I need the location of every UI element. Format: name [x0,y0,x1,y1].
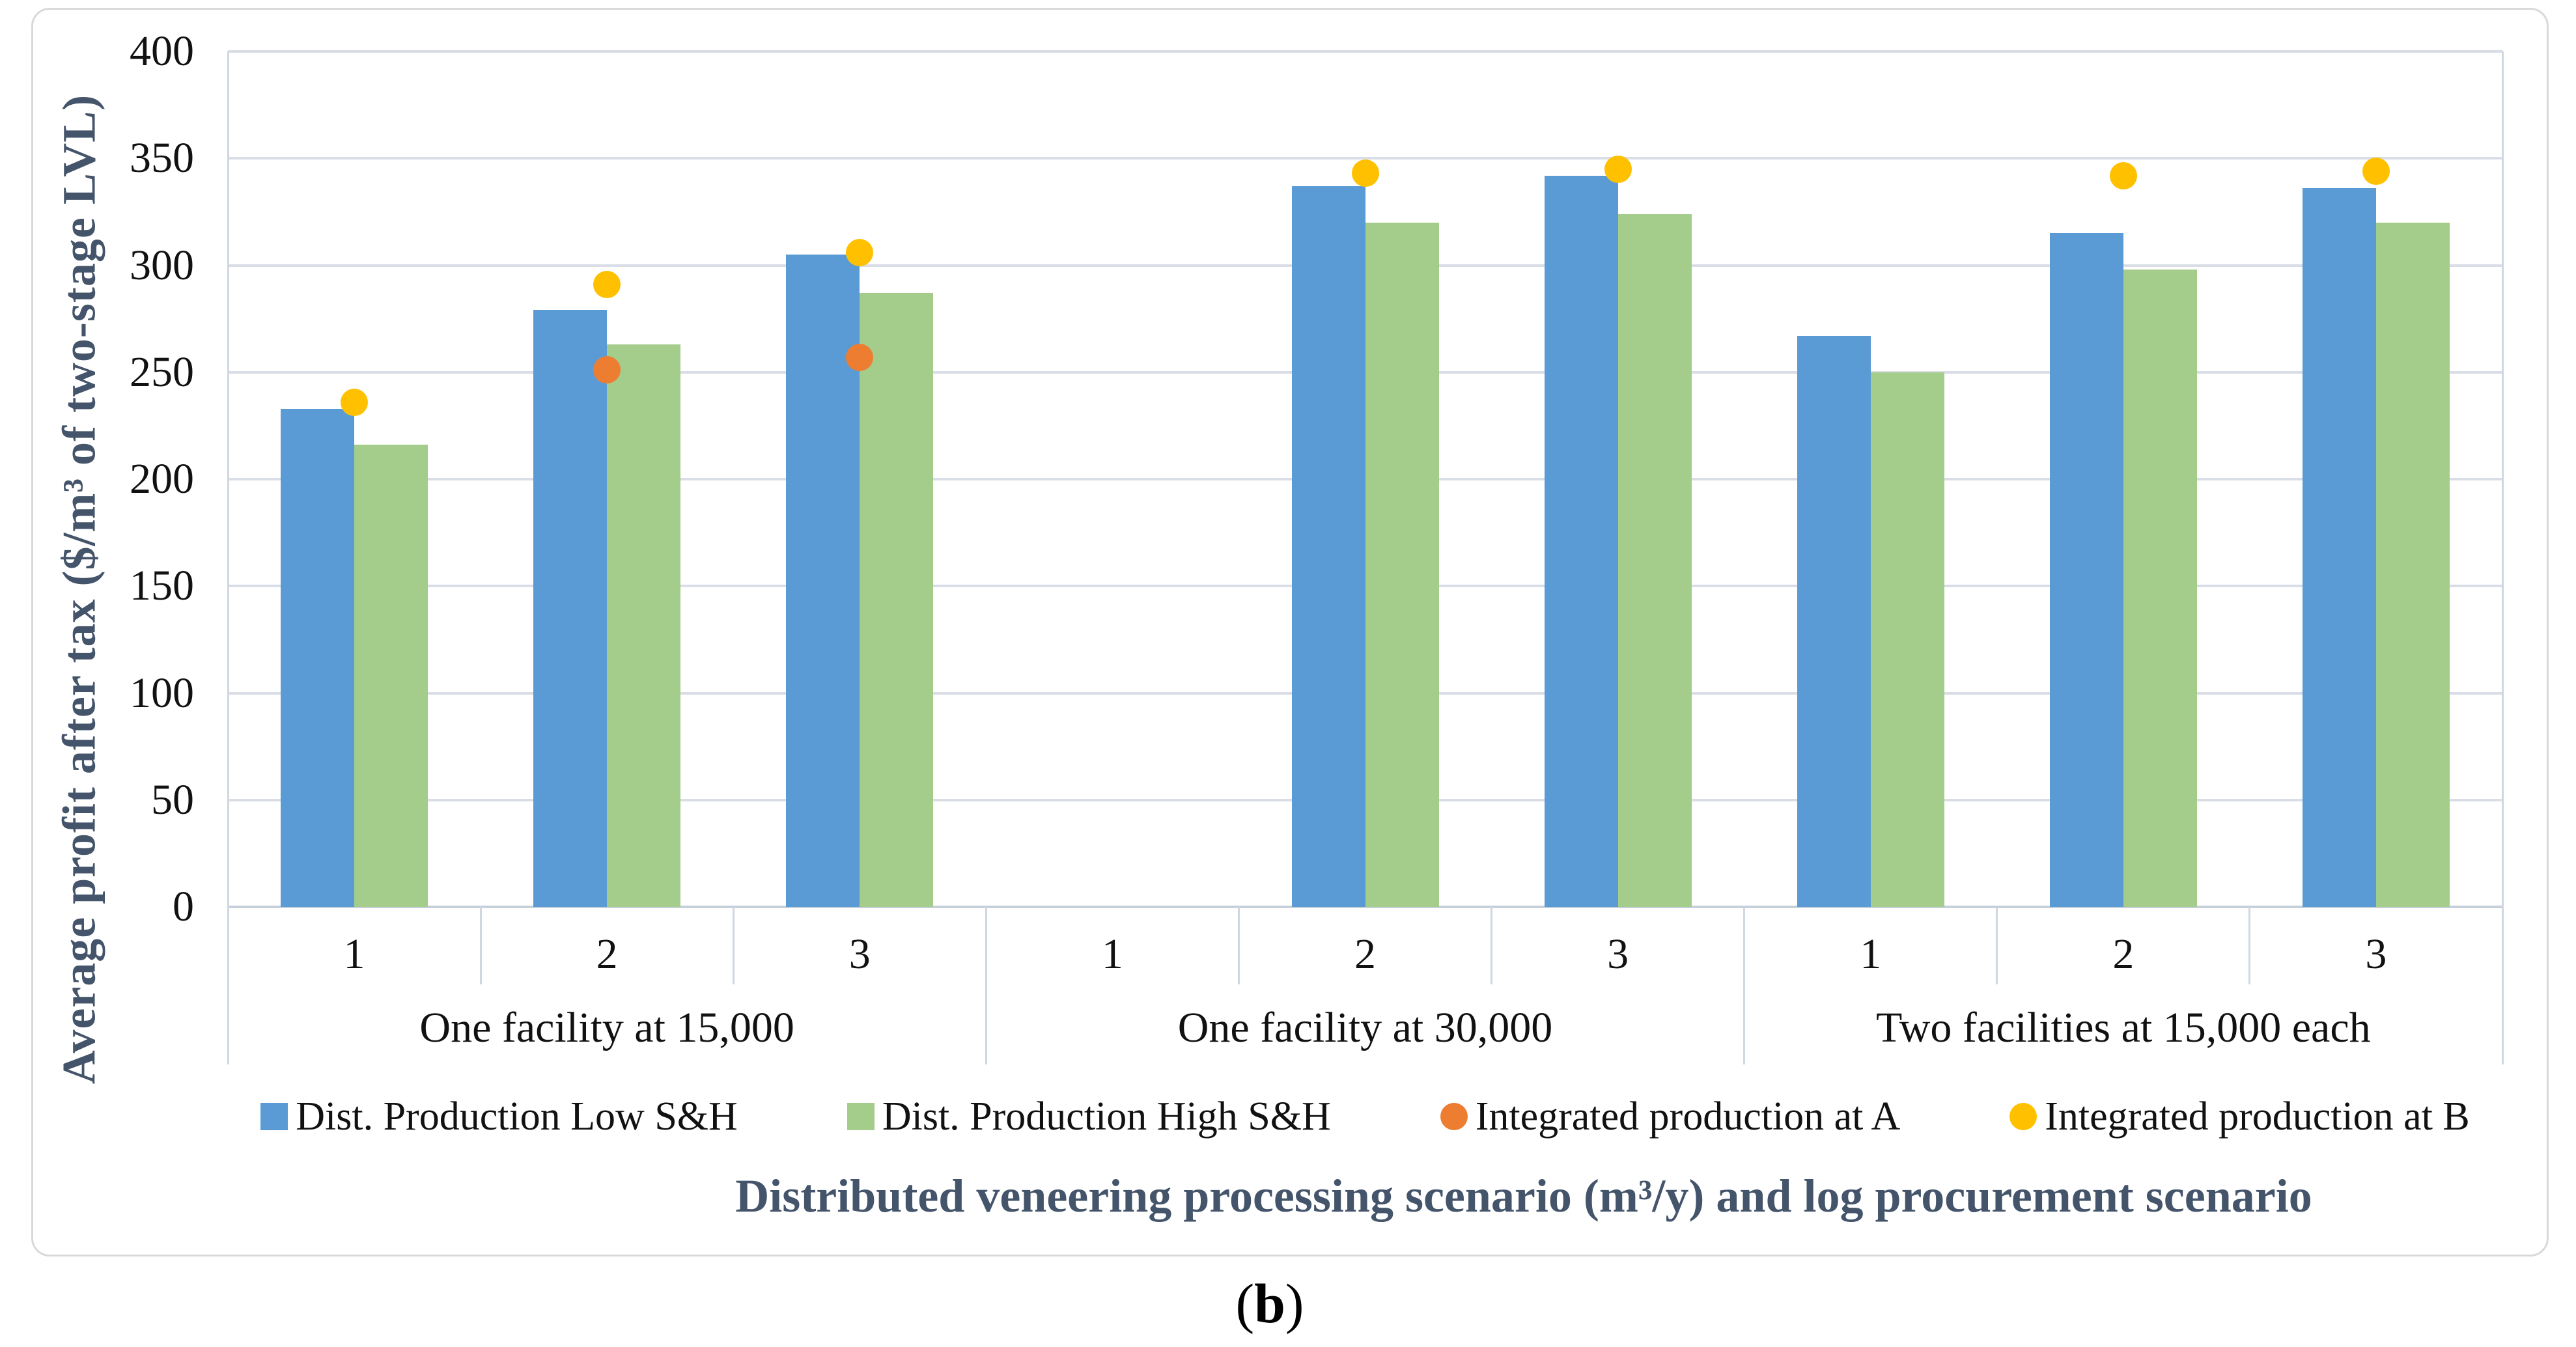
x-axis-group-label: One facility at 15,000 [419,1004,794,1051]
point-integrated-production-b [341,388,369,416]
y-axis-tick-label: 200 [130,455,194,503]
bar-dist-production-low-sh [1797,335,1871,907]
y-axis-tick-label: 150 [130,562,194,610]
legend-item: Dist. Production Low S&H [260,1094,738,1140]
x-axis-title: Distributed veneering processing scenari… [735,1170,2312,1222]
caption-letter: b [1254,1272,1285,1335]
legend-label: Integrated production at A [1475,1094,1901,1139]
gridline [228,157,2502,160]
x-axis-scenario-label: 2 [2112,930,2135,978]
bar-dist-production-low-sh [533,310,608,907]
bar-dist-production-low-sh [281,408,355,907]
bar-dist-production-high-sh [1365,222,1439,907]
legend: Dist. Production Low S&H Dist. Production… [228,1087,2502,1146]
y-axis-tick-label: 300 [130,241,194,289]
gridline [228,50,2502,53]
figure-caption: (b) [1235,1271,1304,1336]
legend-item: Integrated production at B [2009,1094,2470,1140]
x-axis-group-label: Two facilities at 15,000 each [1876,1004,2371,1051]
bar-dist-production-low-sh [2049,233,2123,907]
caption-paren-close: ) [1285,1272,1304,1335]
bar-dist-production-high-sh [2375,222,2450,907]
legend-item: Integrated production at A [1440,1094,1901,1140]
x-axis-scenario-label: 2 [596,930,618,978]
category-group-separator [2501,51,2504,1064]
x-axis-scenario-label: 1 [343,930,365,978]
legend-label: Integrated production at B [2045,1094,2470,1139]
point-integrated-production-b [2109,161,2137,189]
legend-square-swatch-icon [847,1103,875,1130]
x-axis-line [228,906,2502,908]
point-integrated-production-b [1604,155,1632,183]
y-axis-tick-label: 350 [130,134,194,182]
category-group-separator [1743,907,1746,1064]
category-separator [479,907,482,984]
category-separator [1996,907,1998,984]
bar-dist-production-high-sh [354,445,428,907]
bar-dist-production-high-sh [1870,372,1944,907]
bar-dist-production-high-sh [860,293,934,907]
bar-dist-production-high-sh [607,344,681,907]
y-axis-tick-label: 100 [130,669,194,717]
category-separator [732,907,735,984]
bar-dist-production-high-sh [2123,270,2197,907]
x-axis-scenario-label: 1 [1860,930,1882,978]
point-integrated-production-b [2362,157,2390,185]
point-integrated-production-a [593,356,621,384]
y-axis-tick-label: 0 [173,883,194,930]
caption-paren-open: ( [1235,1272,1255,1335]
category-group-separator [227,51,229,1064]
x-axis-scenario-label: 3 [1607,930,1629,978]
x-axis-scenario-label: 1 [1101,930,1123,978]
y-axis-tick-label: 250 [130,348,194,396]
legend-square-swatch-icon [260,1103,288,1130]
category-group-separator [985,907,987,1064]
y-axis-title: Average profit after tax ($/m³ of two-st… [53,94,105,1085]
legend-circle-swatch-icon [2009,1103,2037,1130]
y-axis-tick-label: 50 [151,775,194,824]
y-axis-tick-label: 400 [130,27,194,75]
legend-label: Dist. Production Low S&H [296,1094,738,1139]
bar-dist-production-low-sh [1291,186,1365,907]
point-integrated-production-b [1351,160,1379,187]
legend-circle-swatch-icon [1440,1103,1468,1130]
x-axis-scenario-label: 2 [1354,930,1376,978]
x-axis-scenario-label: 3 [848,930,871,978]
x-axis-scenario-label: 3 [2365,930,2387,978]
point-integrated-production-b [593,271,621,299]
point-integrated-production-b [846,238,874,266]
bar-dist-production-low-sh [2302,188,2376,907]
bar-dist-production-low-sh [1544,175,1618,907]
category-separator [1491,907,1493,984]
category-separator [1237,907,1240,984]
category-separator [2248,907,2251,984]
legend-label: Dist. Production High S&H [882,1094,1331,1139]
x-axis-group-label: One facility at 30,000 [1177,1004,1553,1051]
point-integrated-production-a [846,343,874,371]
legend-item: Dist. Production High S&H [847,1094,1331,1140]
bar-dist-production-high-sh [1617,214,1692,907]
